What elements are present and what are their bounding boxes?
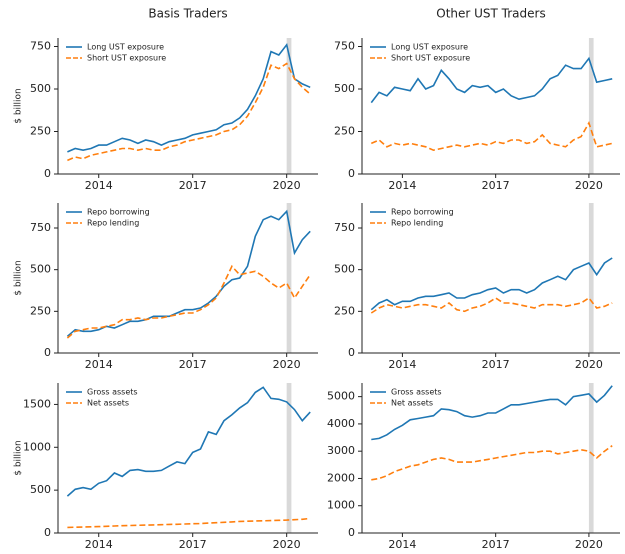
y-tick-label: 750 <box>334 40 355 53</box>
y-tick-label: 750 <box>30 221 51 234</box>
y-tick-label: 0 <box>348 526 355 539</box>
legend-label: Repo borrowing <box>87 208 150 217</box>
series-line <box>67 62 311 162</box>
y-tick-label: 3000 <box>327 444 355 457</box>
x-tick-label: 2014 <box>388 538 416 550</box>
legend-label: Repo borrowing <box>391 208 454 217</box>
x-tick-label: 2020 <box>575 538 603 550</box>
x-tick-label: 2017 <box>482 179 510 192</box>
legend-label: Short UST exposure <box>87 54 166 63</box>
x-tick-label: 2017 <box>179 538 207 550</box>
y-tick-label: 2000 <box>327 471 355 484</box>
y-tick-label: 1000 <box>23 440 51 453</box>
legend-label: Repo lending <box>391 219 443 228</box>
y-axis-label: $ billion <box>14 88 24 124</box>
x-tick-label: 2020 <box>273 538 301 550</box>
y-tick-label: 1000 <box>327 499 355 512</box>
panel-title: Other UST Traders <box>436 7 545 21</box>
panel-title: Basis Traders <box>148 7 227 21</box>
shaded-span <box>286 383 292 533</box>
y-axis-label: $ billion <box>14 440 24 476</box>
x-tick-label: 2017 <box>179 358 207 371</box>
shaded-span <box>588 203 594 353</box>
x-tick-label: 2020 <box>575 179 603 192</box>
series-line <box>67 42 311 153</box>
shaded-span <box>588 38 594 174</box>
y-tick-label: 250 <box>334 125 355 138</box>
y-tick-label: 1500 <box>23 397 51 410</box>
y-tick-label: 4000 <box>327 417 355 430</box>
series-line <box>370 296 613 314</box>
legend-label: Short UST exposure <box>391 54 470 63</box>
series-line <box>371 385 613 441</box>
y-tick-label: 500 <box>30 82 51 95</box>
y-tick-label: 250 <box>30 304 51 317</box>
shaded-span <box>588 383 594 533</box>
y-tick-label: 0 <box>348 167 355 180</box>
y-tick-label: 500 <box>30 483 51 496</box>
y-axis-label: $ billion <box>14 260 24 296</box>
x-tick-label: 2017 <box>482 358 510 371</box>
y-tick-label: 500 <box>30 263 51 276</box>
y-tick-label: 750 <box>30 40 51 53</box>
y-tick-label: 250 <box>30 125 51 138</box>
y-tick-label: 500 <box>334 263 355 276</box>
y-tick-label: 0 <box>44 346 51 359</box>
x-tick-label: 2020 <box>273 179 301 192</box>
legend-label: Net assets <box>87 399 129 408</box>
legend-label: Gross assets <box>391 388 442 397</box>
x-tick-label: 2014 <box>85 358 113 371</box>
y-tick-label: 500 <box>334 82 355 95</box>
y-tick-label: 0 <box>44 167 51 180</box>
series-line <box>370 56 613 104</box>
legend-label: Repo lending <box>87 219 139 228</box>
legend-label: Net assets <box>391 399 433 408</box>
series-line <box>66 209 311 337</box>
x-tick-label: 2020 <box>273 358 301 371</box>
y-tick-label: 750 <box>334 221 355 234</box>
x-tick-label: 2020 <box>575 358 603 371</box>
x-tick-label: 2014 <box>388 358 416 371</box>
x-tick-label: 2014 <box>85 538 113 550</box>
series-line <box>66 386 311 497</box>
series-line <box>370 257 613 311</box>
shaded-span <box>286 38 292 174</box>
legend-label: Gross assets <box>87 388 138 397</box>
x-tick-label: 2017 <box>179 179 207 192</box>
y-tick-label: 5000 <box>327 390 355 403</box>
y-tick-label: 250 <box>334 304 355 317</box>
legend-label: Long UST exposure <box>391 43 468 52</box>
legend-label: Long UST exposure <box>87 43 164 52</box>
x-tick-label: 2014 <box>85 179 113 192</box>
x-tick-label: 2014 <box>388 179 416 192</box>
y-tick-label: 0 <box>348 346 355 359</box>
x-tick-label: 2017 <box>482 538 510 550</box>
series-line <box>370 121 613 152</box>
series-line <box>371 445 613 481</box>
y-tick-label: 0 <box>44 526 51 539</box>
series-line <box>67 517 311 529</box>
series-line <box>66 264 311 339</box>
shaded-span <box>286 203 292 353</box>
